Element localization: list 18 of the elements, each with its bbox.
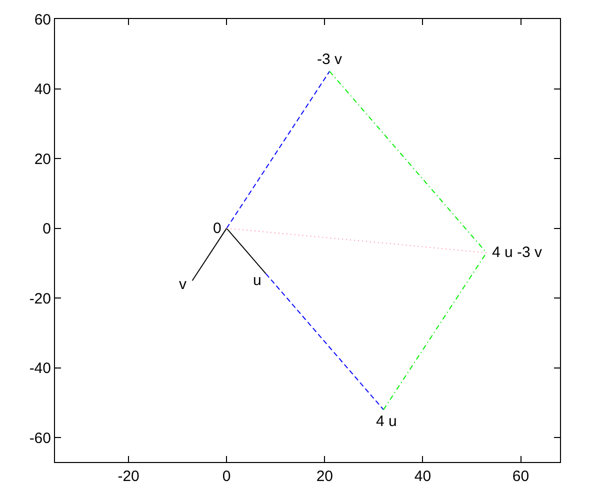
x-tick-label: 60 <box>512 468 530 485</box>
y-tick-label: 20 <box>34 150 51 168</box>
annotation: -3 v <box>317 51 343 68</box>
annotation: v <box>179 276 187 293</box>
y-tick-label: -20 <box>29 290 51 308</box>
annotation: 4 u <box>376 413 397 430</box>
y-tick-label: -60 <box>29 430 51 447</box>
annotation: u <box>253 272 262 289</box>
x-tick-label: 20 <box>316 468 334 485</box>
y-tick-label: -40 <box>29 360 51 378</box>
y-tick-label: 0 <box>42 220 51 238</box>
y-tick-label: 40 <box>34 81 51 98</box>
annotation: 0 <box>213 220 222 237</box>
x-tick-label: -20 <box>118 468 140 485</box>
x-tick-label: 40 <box>414 468 432 485</box>
x-tick-label: 0 <box>222 468 231 485</box>
y-tick-label: 60 <box>34 11 51 28</box>
annotation: 4 u -3 v <box>492 244 543 261</box>
